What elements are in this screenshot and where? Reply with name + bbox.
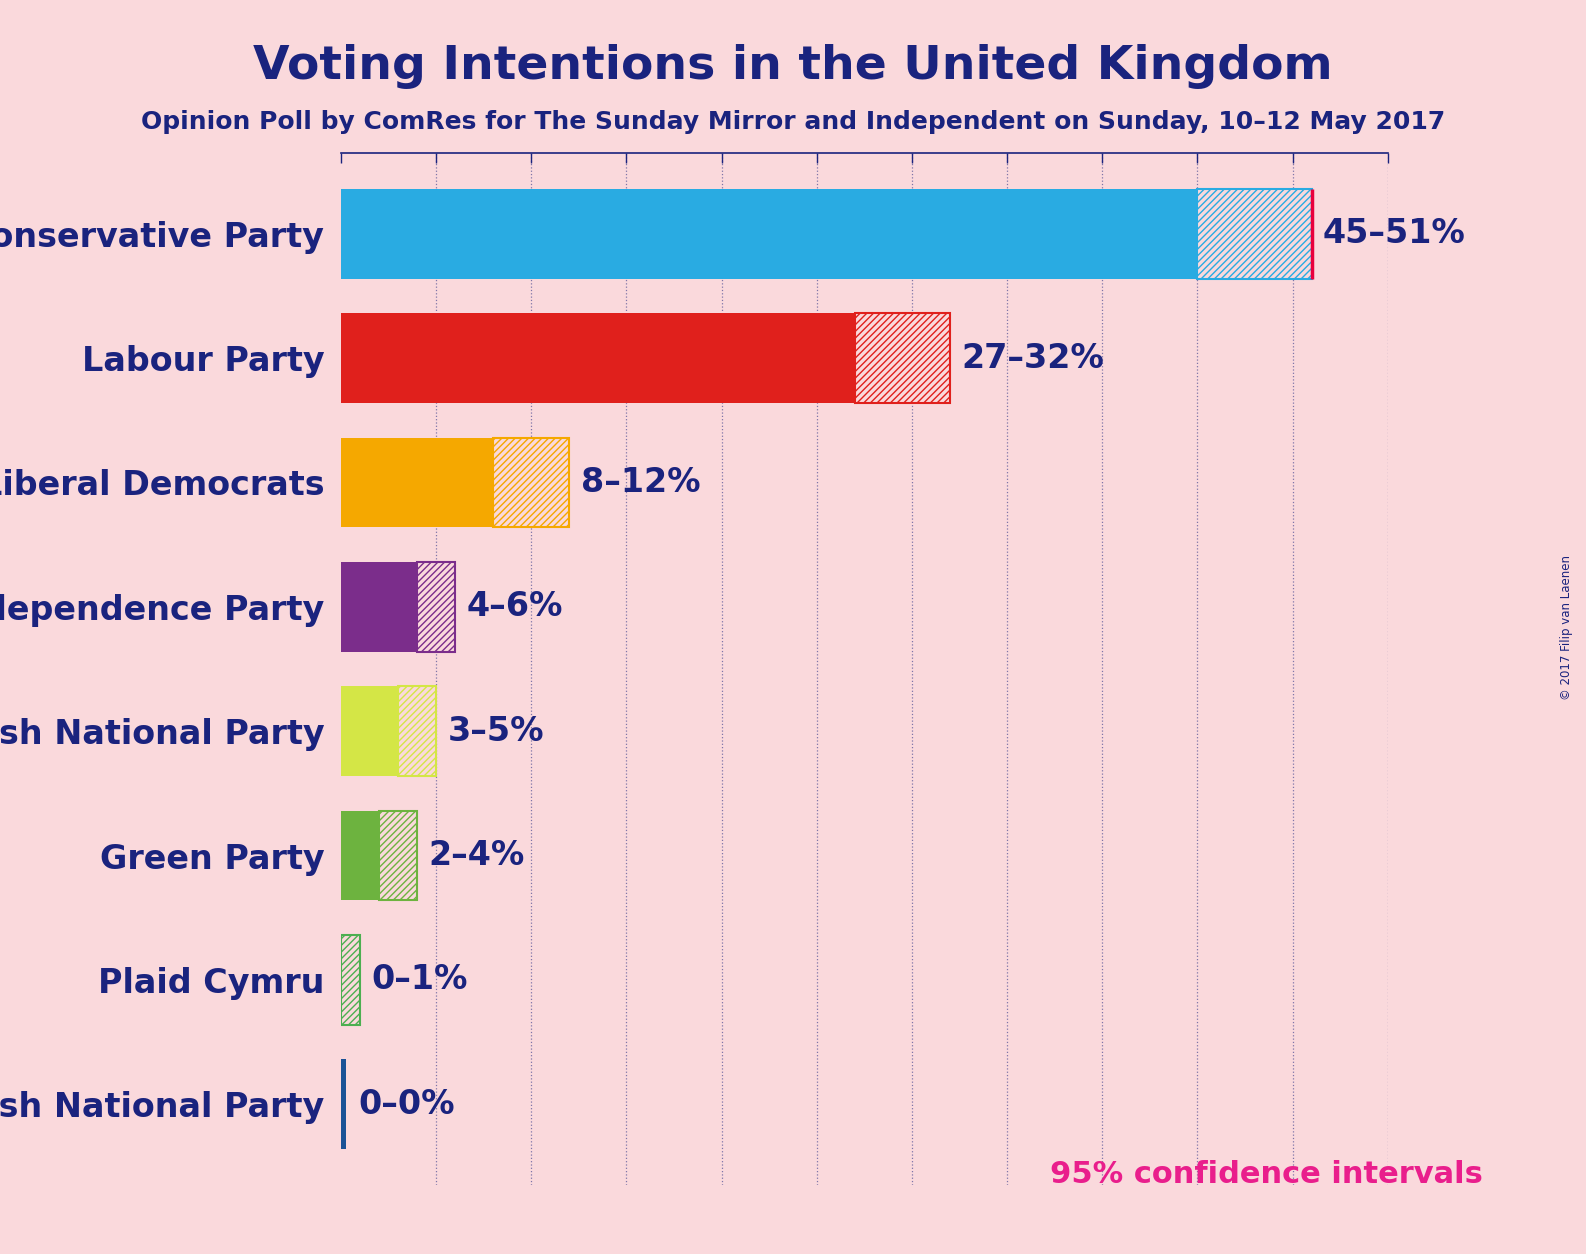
Bar [1197,189,1312,278]
Bar [341,189,1197,278]
Bar [379,811,417,900]
Bar [493,438,569,527]
Text: Voting Intentions in the United Kingdom: Voting Intentions in the United Kingdom [254,44,1332,89]
Bar [1197,189,1312,278]
Text: 0–0%: 0–0% [358,1087,455,1121]
Text: © 2017 Filip van Laenen: © 2017 Filip van Laenen [1561,554,1573,700]
Bar [855,314,950,403]
Text: 45–51%: 45–51% [1323,217,1465,251]
Text: Opinion Poll by ComRes for The Sunday Mirror and Independent on Sunday, 10–12 Ma: Opinion Poll by ComRes for The Sunday Mi… [141,110,1445,134]
Text: 3–5%: 3–5% [447,715,544,747]
Text: 0–1%: 0–1% [371,963,468,997]
Bar [855,314,950,403]
Bar [341,811,379,900]
Bar [379,811,417,900]
Bar [341,562,417,652]
Bar [493,438,569,527]
Text: 2–4%: 2–4% [428,839,525,872]
Text: 27–32%: 27–32% [961,341,1104,375]
Bar [341,1060,346,1149]
Text: 8–12%: 8–12% [580,466,701,499]
Bar [341,686,398,776]
Bar [341,438,493,527]
Bar [417,562,455,652]
Bar [341,314,855,403]
Bar [398,686,436,776]
Bar [417,562,455,652]
Bar [855,314,950,403]
Bar [493,438,569,527]
Bar [398,686,436,776]
Bar [398,686,436,776]
Bar [341,935,360,1025]
Bar [341,935,360,1025]
Bar [417,562,455,652]
Bar [379,811,417,900]
Text: 4–6%: 4–6% [466,591,563,623]
Text: 95% confidence intervals: 95% confidence intervals [1050,1160,1483,1189]
Bar [1197,189,1312,278]
Bar [341,935,360,1025]
